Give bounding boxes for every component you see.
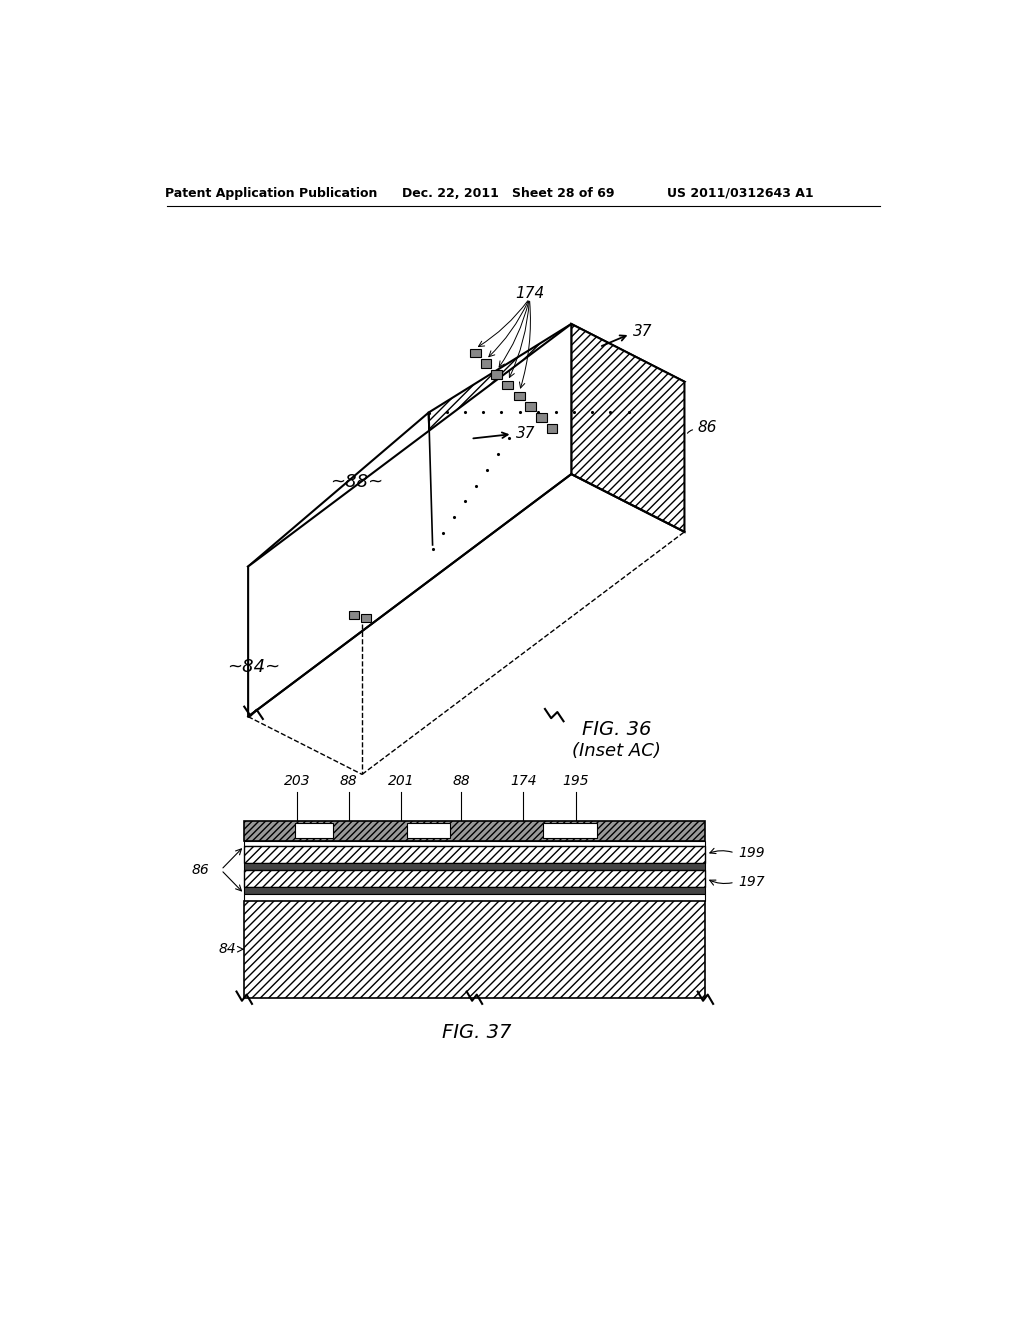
Text: 37: 37 (633, 325, 653, 339)
Bar (245, 841, 706, 846)
Text: 197: 197 (738, 875, 765, 890)
Text: 84: 84 (219, 942, 237, 956)
Bar (245, 870, 706, 887)
Bar (543, 822, 597, 838)
Bar (524, 403, 536, 411)
Bar (492, 370, 503, 379)
Polygon shape (248, 323, 571, 717)
Bar (503, 381, 513, 389)
Text: ~84~: ~84~ (227, 657, 281, 676)
Text: 88: 88 (453, 775, 470, 788)
Text: 37: 37 (515, 426, 535, 441)
Bar (245, 894, 706, 902)
Bar (245, 821, 706, 841)
Text: ~88~: ~88~ (330, 473, 383, 491)
Bar (245, 902, 706, 998)
Bar (470, 348, 480, 358)
Bar (245, 863, 706, 870)
Polygon shape (571, 323, 684, 532)
Text: 199: 199 (738, 846, 765, 859)
Text: 174: 174 (515, 285, 544, 301)
Bar (360, 614, 371, 622)
Bar (245, 846, 706, 863)
Text: 88: 88 (340, 775, 357, 788)
Text: FIG. 37: FIG. 37 (442, 1023, 511, 1041)
Bar (480, 359, 492, 368)
Text: 203: 203 (284, 775, 310, 788)
Bar (245, 887, 706, 894)
Bar (547, 424, 557, 433)
Bar (295, 822, 334, 838)
Polygon shape (248, 412, 432, 624)
Bar (514, 392, 525, 400)
Text: 86: 86 (697, 420, 717, 436)
Polygon shape (429, 323, 684, 545)
Text: 201: 201 (387, 775, 414, 788)
Text: 174: 174 (510, 775, 537, 788)
Text: FIG. 36: FIG. 36 (582, 721, 651, 739)
Text: Dec. 22, 2011   Sheet 28 of 69: Dec. 22, 2011 Sheet 28 of 69 (401, 186, 614, 199)
Text: US 2011/0312643 A1: US 2011/0312643 A1 (667, 186, 813, 199)
Text: (Inset AC): (Inset AC) (571, 742, 660, 760)
Text: 195: 195 (562, 775, 589, 788)
Text: Patent Application Publication: Patent Application Publication (165, 186, 378, 199)
Bar (536, 413, 547, 422)
Text: 86: 86 (191, 863, 209, 876)
Bar (407, 822, 450, 838)
Bar (349, 611, 359, 619)
